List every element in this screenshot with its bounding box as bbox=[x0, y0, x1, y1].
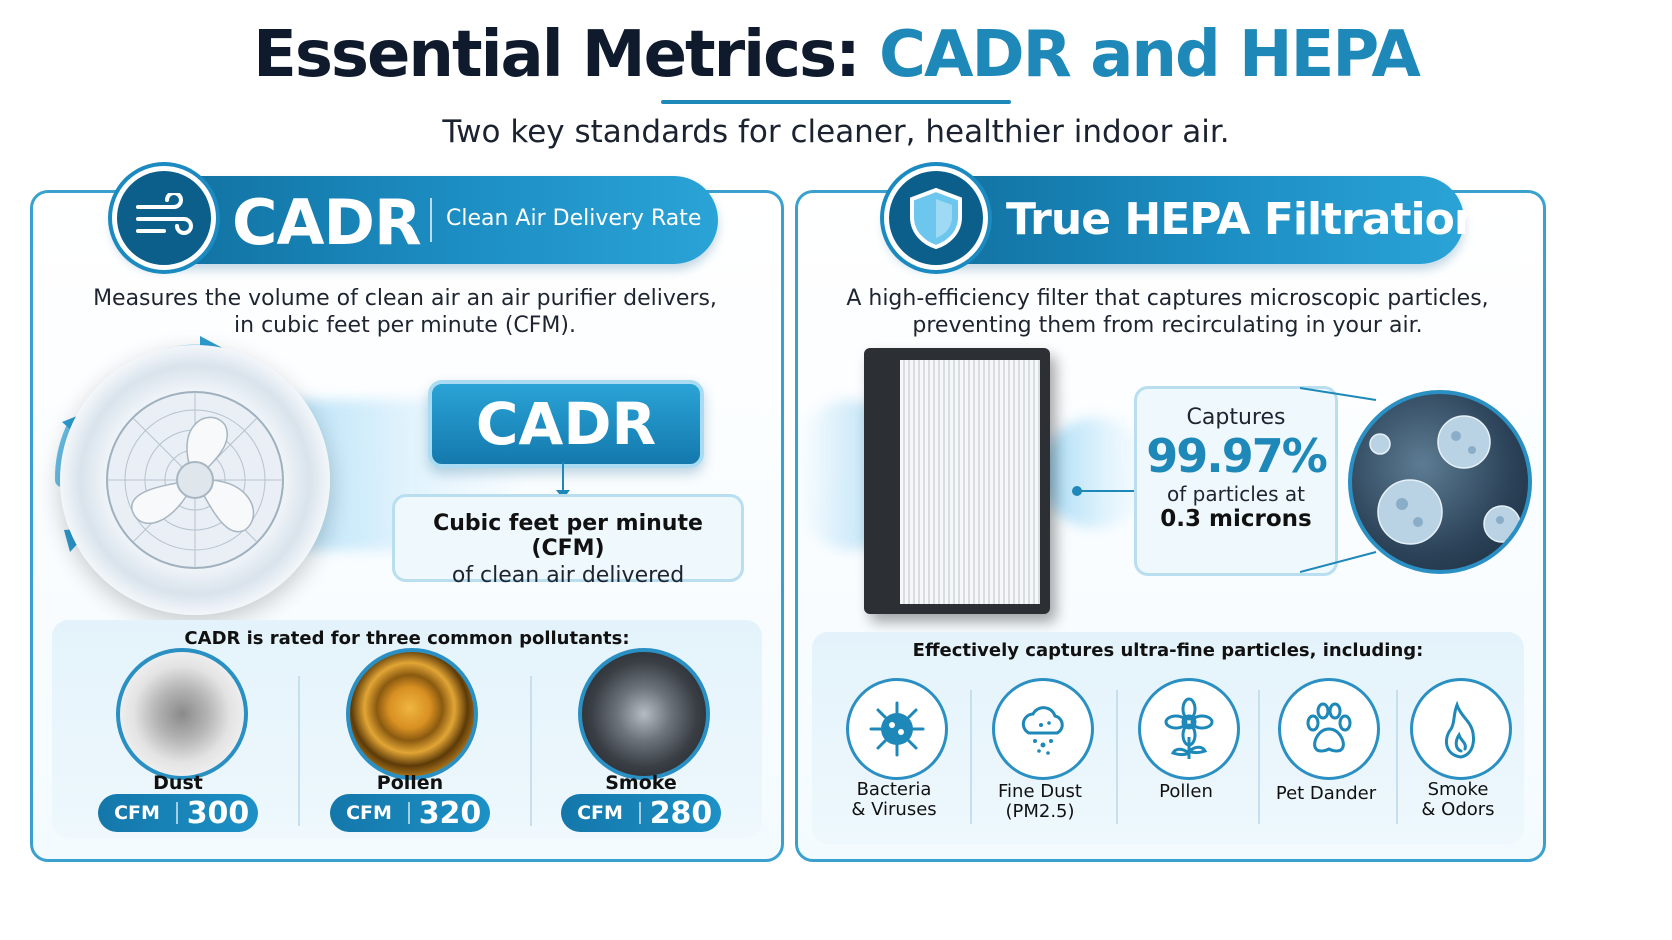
title-main: Essential Metrics: bbox=[253, 18, 861, 92]
cadr-rated-heading: CADR is rated for three common pollutant… bbox=[184, 628, 630, 649]
cadr-label-box: CADR bbox=[428, 380, 704, 468]
page-subtitle: Two key standards for cleaner, healthier… bbox=[442, 114, 1230, 150]
particle-label-line1: Smoke bbox=[1427, 779, 1489, 800]
hepa-pill-title: True HEPA Filtration bbox=[1006, 194, 1485, 245]
bacteria-icon bbox=[869, 701, 925, 757]
cfm-value-smoke: 280 bbox=[649, 795, 713, 831]
particle-divider-2 bbox=[1116, 690, 1118, 824]
particle-label-line1: Bacteria bbox=[856, 779, 932, 800]
cfm-line2: of clean air delivered bbox=[451, 563, 685, 588]
cadr-description-line2: in cubic feet per minute (CFM). bbox=[234, 313, 576, 338]
hepa-description-line2: preventing them from recirculating in yo… bbox=[912, 313, 1423, 338]
cadr-description-line1: Measures the volume of clean air an air … bbox=[93, 286, 717, 311]
captures-label: Captures bbox=[1186, 405, 1286, 430]
bacteria-badge bbox=[846, 678, 948, 780]
virus-particles bbox=[1369, 415, 1521, 545]
title-underline bbox=[661, 100, 1011, 104]
particle-label-smoke: Smoke & Odors bbox=[1390, 780, 1526, 820]
hepa-filter-media bbox=[900, 360, 1040, 604]
pollutant-label-smoke: Smoke bbox=[605, 772, 677, 794]
flame-icon bbox=[1444, 700, 1475, 759]
pet-dander-badge bbox=[1278, 678, 1380, 780]
particle-divider-3 bbox=[1258, 690, 1260, 824]
particle-label-line2: (PM2.5) bbox=[1005, 801, 1075, 822]
captures-value: 99.97% bbox=[1146, 429, 1328, 483]
hepa-icon-badge bbox=[884, 166, 988, 270]
cadr-description: Measures the volume of clean air an air … bbox=[60, 285, 750, 339]
particle-label-line2: & Viruses bbox=[851, 799, 937, 820]
shield-icon bbox=[910, 187, 962, 249]
fine-dust-badge bbox=[992, 678, 1094, 780]
captures-line3: of particles at bbox=[1167, 482, 1305, 506]
smoke-image bbox=[578, 648, 710, 780]
cadr-connector bbox=[562, 462, 564, 492]
title-accent: CADR and HEPA bbox=[879, 18, 1421, 92]
particle-label-bacteria: Bacteria & Viruses bbox=[826, 780, 962, 820]
cadr-icon-badge bbox=[112, 166, 216, 270]
captures-line4: 0.3 microns bbox=[1160, 506, 1312, 532]
pollen-badge bbox=[1138, 678, 1240, 780]
pollutant-divider-2 bbox=[530, 676, 532, 826]
virus-image bbox=[1348, 390, 1532, 574]
pollen-image bbox=[346, 648, 478, 780]
cfm-unit: CFM bbox=[330, 802, 410, 824]
particle-label-line1: Fine Dust bbox=[998, 781, 1082, 802]
particle-label-fine-dust: Fine Dust (PM2.5) bbox=[972, 782, 1108, 822]
particle-label-pet-dander: Pet Dander bbox=[1258, 784, 1394, 804]
pollutant-label-pollen: Pollen bbox=[376, 772, 444, 794]
flower-icon bbox=[1164, 697, 1214, 759]
cfm-badge-smoke: CFM 280 bbox=[561, 794, 721, 832]
capture-stat-box: Captures 99.97% of particles at 0.3 micr… bbox=[1134, 386, 1338, 576]
hepa-air-stream-out bbox=[1040, 418, 1150, 528]
pollutant-label-dust: Dust bbox=[153, 772, 203, 794]
cfm-unit: CFM bbox=[98, 802, 178, 824]
paw-icon bbox=[1306, 702, 1352, 753]
particle-label-line1: Pet Dander bbox=[1275, 783, 1377, 804]
page-title: Essential Metrics: CADR and HEPA bbox=[0, 18, 1672, 92]
cfm-line1: Cubic feet per minute (CFM) bbox=[433, 511, 703, 561]
fine-dust-icon bbox=[1021, 706, 1064, 755]
cfm-info-box: Cubic feet per minute (CFM) of clean air… bbox=[392, 494, 744, 588]
wind-icon bbox=[136, 193, 193, 235]
particle-label-line1: Pollen bbox=[1159, 781, 1213, 802]
pollutant-divider-1 bbox=[298, 676, 300, 826]
cadr-pill-title: CADR bbox=[232, 186, 422, 259]
cadr-big-label: CADR bbox=[475, 390, 657, 458]
particle-divider-1 bbox=[970, 690, 972, 824]
cfm-value-pollen: 320 bbox=[418, 795, 482, 831]
particle-divider-4 bbox=[1396, 690, 1398, 824]
hepa-particles-heading: Effectively captures ultra-fine particle… bbox=[912, 640, 1424, 661]
filter-pointer-dot bbox=[1072, 486, 1082, 496]
cfm-badge-dust: CFM 300 bbox=[98, 794, 258, 832]
dust-image bbox=[116, 648, 248, 780]
filter-pointer-line bbox=[1076, 490, 1134, 492]
cfm-badge-pollen: CFM 320 bbox=[330, 794, 490, 832]
hepa-description-line1: A high-efficiency filter that captures m… bbox=[846, 286, 1489, 311]
callout-lines bbox=[1300, 387, 1377, 573]
fan-blades bbox=[106, 391, 284, 569]
particle-label-pollen: Pollen bbox=[1118, 782, 1254, 802]
cadr-pill-divider bbox=[430, 198, 432, 242]
cfm-unit: CFM bbox=[561, 802, 641, 824]
particle-label-line2: & Odors bbox=[1421, 799, 1495, 820]
hepa-description: A high-efficiency filter that captures m… bbox=[815, 285, 1520, 339]
cadr-pill-subtitle: Clean Air Delivery Rate bbox=[446, 206, 702, 231]
cfm-value-dust: 300 bbox=[186, 795, 250, 831]
smoke-odors-badge bbox=[1410, 678, 1512, 780]
